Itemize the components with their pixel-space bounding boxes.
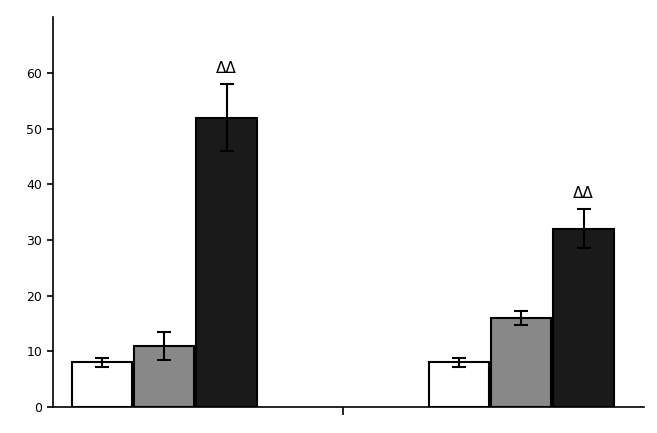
Text: ΔΔ: ΔΔ [216, 61, 237, 76]
Bar [134, 346, 194, 407]
Bar [72, 362, 132, 407]
Bar [491, 318, 551, 407]
Bar [553, 229, 614, 407]
Bar [428, 362, 489, 407]
Bar [196, 117, 257, 407]
Text: ΔΔ: ΔΔ [574, 186, 594, 201]
